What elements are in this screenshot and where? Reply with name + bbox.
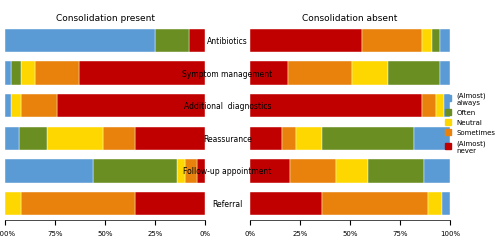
Text: Reassurance: Reassurance (203, 134, 252, 143)
Bar (336, 160, 368, 183)
Bar (5, 30, 155, 53)
Bar (19, 127, 47, 150)
Bar (93, 160, 177, 183)
Bar (362, 30, 422, 53)
Bar (103, 127, 135, 150)
Legend: (Almost)
always, Often, Neutral, Sometimes, (Almost)
never: (Almost) always, Often, Neutral, Sometim… (445, 92, 496, 153)
Bar (35, 62, 79, 86)
Text: Referral: Referral (212, 199, 242, 208)
Bar (422, 30, 432, 53)
Bar (197, 160, 205, 183)
Text: Symptom management: Symptom management (182, 69, 272, 78)
Bar (424, 160, 450, 183)
Bar (79, 62, 205, 86)
Bar (177, 160, 185, 183)
Bar (296, 127, 322, 150)
Bar (21, 192, 135, 216)
Bar (135, 127, 205, 150)
Bar (440, 62, 450, 86)
Bar (290, 160, 336, 183)
Bar (11, 94, 21, 118)
Bar (444, 94, 450, 118)
Bar (442, 192, 450, 216)
Bar (5, 160, 93, 183)
Bar (432, 30, 440, 53)
Bar (282, 127, 296, 150)
Bar (47, 127, 103, 150)
Bar (135, 192, 205, 216)
Bar (250, 127, 282, 150)
Bar (288, 62, 352, 86)
Bar (250, 160, 290, 183)
Bar (368, 160, 424, 183)
Text: Additional  diagnostics: Additional diagnostics (184, 102, 271, 111)
Bar (5, 192, 21, 216)
Bar (250, 94, 422, 118)
Bar (428, 192, 442, 216)
Bar (185, 160, 197, 183)
Bar (11, 62, 21, 86)
Title: Consolidation present: Consolidation present (56, 14, 154, 23)
Bar (5, 127, 19, 150)
Text: Antibiotics: Antibiotics (207, 37, 248, 46)
Title: Consolidation absent: Consolidation absent (302, 14, 398, 23)
Text: Follow-up appointment: Follow-up appointment (184, 167, 272, 176)
Bar (422, 94, 436, 118)
Bar (436, 94, 444, 118)
Bar (21, 62, 35, 86)
Bar (322, 127, 414, 150)
Bar (388, 62, 440, 86)
Bar (250, 62, 288, 86)
Bar (5, 62, 11, 86)
Bar (440, 30, 450, 53)
Bar (5, 94, 11, 118)
Bar (250, 192, 322, 216)
Bar (155, 30, 189, 53)
Bar (322, 192, 428, 216)
Bar (414, 127, 450, 150)
Bar (57, 94, 205, 118)
Bar (189, 30, 205, 53)
Bar (250, 30, 362, 53)
Bar (21, 94, 57, 118)
Bar (352, 62, 388, 86)
